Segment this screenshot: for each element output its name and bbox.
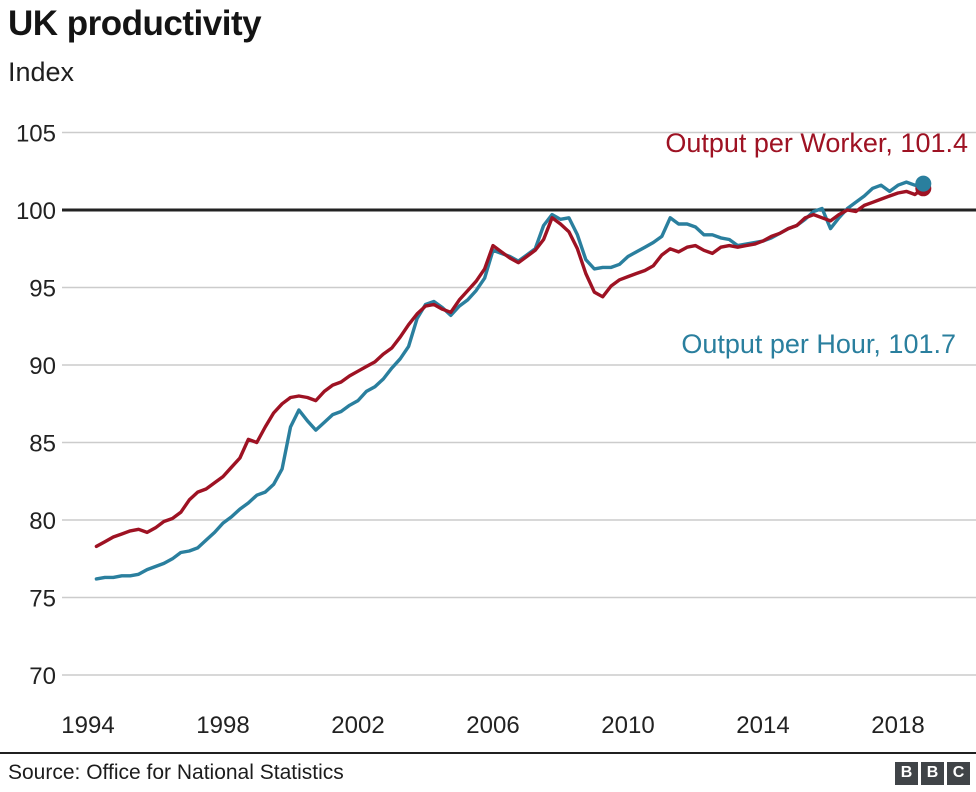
x-tick-label: 1998 (196, 712, 249, 739)
x-tick-label: 1994 (61, 712, 114, 739)
series-label-output-per-hour: Output per Hour, 101.7 (681, 329, 956, 359)
line-output-per-worker (94, 186, 925, 549)
source-credit: Source: Office for National Statistics (8, 761, 344, 784)
productivity-line-chart: 70 75 80 85 90 95 100 105 1994 1998 2002 2006 2010 2… (16, 121, 976, 739)
footer-bar: Source: Office for National Statistics B… (0, 752, 976, 792)
x-tick-label: 2010 (601, 712, 654, 739)
y-tick-label: 85 (29, 431, 56, 458)
x-tick-label: 2002 (331, 712, 384, 739)
y-tick-label: 95 (29, 276, 56, 303)
y-tick-label: 75 (29, 586, 56, 613)
y-tick-label: 80 (29, 508, 56, 535)
bbc-logo-block-c: C (947, 761, 970, 785)
series-label-output-per-worker: Output per Worker, 101.4 (665, 128, 968, 158)
y-tick-label: 105 (16, 121, 56, 148)
x-tick-label: 2018 (871, 712, 924, 739)
series-lines-group (94, 180, 925, 581)
x-tick-label: 2014 (736, 712, 789, 739)
y-tick-label: 70 (29, 663, 56, 690)
axis-unit-label: Index (8, 57, 75, 87)
series-end-dots-group (915, 175, 932, 197)
bbc-logo-block-b2: B (921, 761, 944, 785)
x-axis-labels-group: 1994 1998 2002 2006 2010 2014 2018 (61, 712, 924, 739)
bbc-logo-block-b1: B (895, 761, 918, 785)
bbc-logo: B B C (895, 761, 970, 785)
page-title: UK productivity (8, 4, 262, 43)
end-dot-output-per-hour (915, 175, 932, 192)
y-tick-label: 90 (29, 353, 56, 380)
y-axis-labels-group: 70 75 80 85 90 95 100 105 (16, 121, 56, 691)
x-tick-label: 2006 (466, 712, 519, 739)
gridlines-group (62, 131, 976, 676)
y-tick-label: 100 (16, 198, 56, 225)
